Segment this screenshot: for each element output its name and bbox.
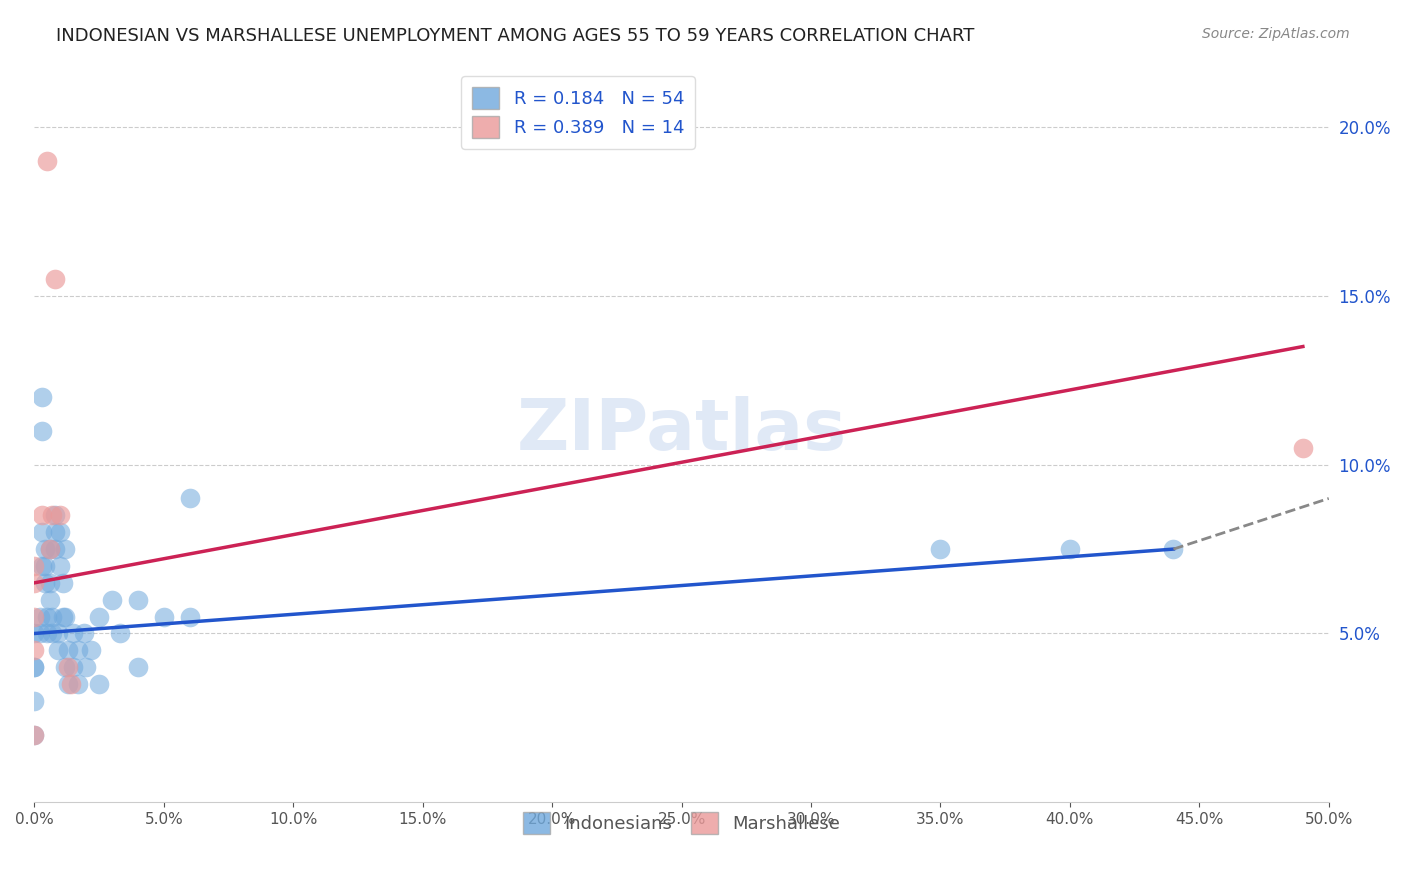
Point [41, 508, 63, 523]
Point [56, 660, 79, 674]
Point [72, 626, 94, 640]
Point [62, 660, 84, 674]
Point [67, 677, 90, 691]
Point [49, 525, 72, 540]
Point [101, 592, 124, 607]
Point [62, 626, 84, 640]
Point [87, 609, 110, 624]
Point [22, 728, 45, 742]
Point [127, 660, 149, 674]
Point [41, 626, 63, 640]
Point [49, 508, 72, 523]
Point [31, 525, 53, 540]
Point [22, 660, 45, 674]
Point [55, 660, 77, 674]
Point [153, 609, 176, 624]
Point [37, 626, 59, 640]
Point [108, 626, 131, 640]
Point [38, 575, 60, 590]
Point [44, 508, 66, 523]
Point [41, 609, 63, 624]
Point [179, 609, 201, 624]
Point [56, 643, 79, 657]
Point [28, 609, 51, 624]
Point [22, 660, 45, 674]
Point [38, 592, 60, 607]
Point [31, 424, 53, 438]
Point [22, 626, 45, 640]
Point [1163, 542, 1185, 557]
Point [28, 626, 51, 640]
Point [1059, 542, 1081, 557]
Point [52, 609, 75, 624]
Point [55, 609, 77, 624]
Point [46, 643, 69, 657]
Text: ZIPatlas: ZIPatlas [516, 396, 846, 466]
Point [44, 542, 66, 557]
Point [75, 660, 97, 674]
Point [22, 643, 45, 657]
Point [52, 575, 75, 590]
Point [37, 153, 59, 168]
Legend: Indonesians, Marshallese: Indonesians, Marshallese [512, 802, 851, 846]
Point [49, 558, 72, 573]
Point [38, 542, 60, 557]
Text: INDONESIAN VS MARSHALLESE UNEMPLOYMENT AMONG AGES 55 TO 59 YEARS CORRELATION CHA: INDONESIAN VS MARSHALLESE UNEMPLOYMENT A… [56, 27, 974, 45]
Point [22, 609, 45, 624]
Point [31, 390, 53, 404]
Point [31, 558, 53, 573]
Point [44, 272, 66, 286]
Point [22, 728, 45, 742]
Point [87, 677, 110, 691]
Point [80, 643, 103, 657]
Point [38, 542, 60, 557]
Point [34, 558, 56, 573]
Point [127, 592, 149, 607]
Point [1292, 441, 1315, 455]
Point [179, 491, 201, 506]
Point [37, 609, 59, 624]
Point [56, 677, 79, 691]
Point [55, 542, 77, 557]
Text: Source: ZipAtlas.com: Source: ZipAtlas.com [1202, 27, 1350, 41]
Point [34, 542, 56, 557]
Point [929, 542, 952, 557]
Point [44, 525, 66, 540]
Point [67, 643, 90, 657]
Point [22, 575, 45, 590]
Point [22, 694, 45, 708]
Point [59, 677, 82, 691]
Point [22, 558, 45, 573]
Point [46, 626, 69, 640]
Point [31, 508, 53, 523]
Point [34, 575, 56, 590]
